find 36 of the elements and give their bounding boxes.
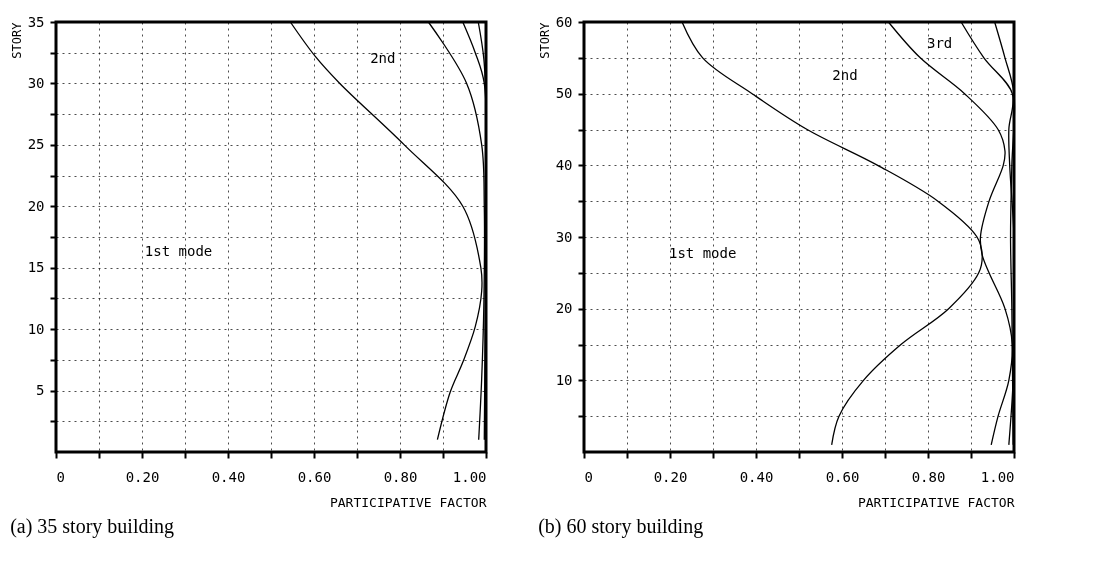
y-tick-label: 10 [27, 320, 45, 337]
x-tick-label: 0.80 [911, 468, 946, 485]
y-tick-label: 40 [555, 156, 573, 173]
y-tick-label: 60 [555, 13, 573, 30]
x-tick-label: 0 [584, 468, 593, 485]
y-tick-label: 10 [555, 371, 573, 388]
y-axis-title: STORY [9, 21, 24, 59]
y-tick-label: 20 [27, 197, 45, 214]
x-tick-label: 0.20 [653, 468, 688, 485]
y-axis-title: STORY [537, 21, 552, 59]
text: (b) 60 story building [538, 515, 704, 538]
x-tick-label: 0.40 [211, 468, 246, 485]
annotation: 1st mode [668, 245, 737, 262]
x-tick-label: 0.60 [825, 468, 860, 485]
text: (a) 35 story building [10, 515, 175, 538]
annotation: 2nd [370, 49, 396, 66]
y-tick-label: 35 [27, 13, 45, 30]
y-tick-label: 15 [27, 259, 45, 276]
y-tick-label: 20 [555, 300, 573, 317]
y-tick-label: 25 [27, 136, 45, 153]
x-tick-label: 0.80 [383, 468, 418, 485]
x-axis-title: PARTICIPATIVE FACTOR [329, 494, 487, 510]
x-tick-label: 0.40 [739, 468, 774, 485]
y-tick-label: 50 [555, 85, 573, 102]
y-tick-label: 30 [555, 228, 573, 245]
x-tick-label: 1.00 [980, 468, 1015, 485]
annotation: 3rd [926, 34, 953, 51]
x-tick-label: 1.00 [452, 468, 487, 485]
x-tick-label: 0.60 [297, 468, 332, 485]
x-tick-label: 0.20 [125, 468, 160, 485]
y-tick-label: 30 [27, 74, 45, 91]
x-tick-label: 0 [56, 468, 65, 485]
x-axis-title: PARTICIPATIVE FACTOR [857, 494, 1015, 510]
annotation: 2nd [832, 66, 858, 83]
annotation: 1st mode [144, 242, 213, 259]
y-tick-label: 5 [36, 382, 45, 399]
